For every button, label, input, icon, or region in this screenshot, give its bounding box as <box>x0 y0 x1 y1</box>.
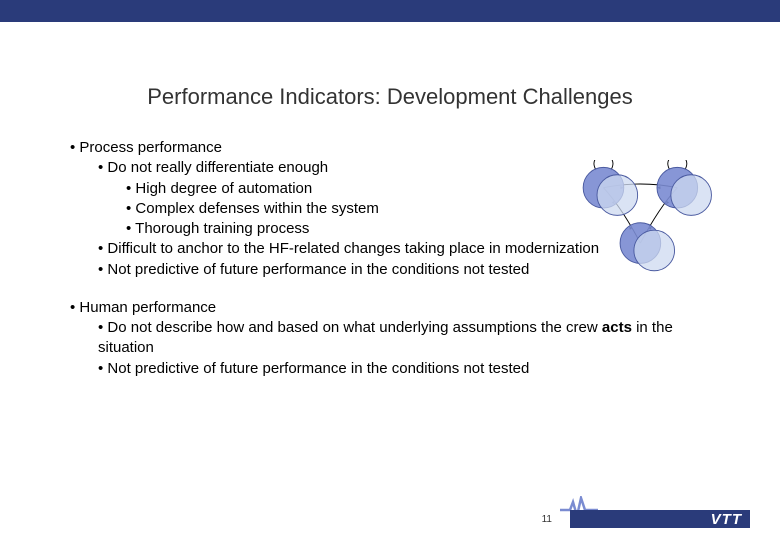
slide-title: Performance Indicators: Development Chal… <box>0 84 780 110</box>
list-item: Difficult to anchor to the HF-related ch… <box>98 239 710 259</box>
footer-bar: VTT <box>570 510 750 528</box>
list-item: Not predictive of future performance in … <box>98 359 710 379</box>
header-bar <box>0 0 780 22</box>
list-item: Not predictive of future performance in … <box>98 260 710 280</box>
list-item: Thorough training process <box>126 219 710 239</box>
list-item: Complex defenses within the system <box>126 199 710 219</box>
logo-text: VTT <box>711 511 742 528</box>
list-item-text: Do not really differentiate enough <box>107 159 328 176</box>
page-number: 11 <box>542 514 552 525</box>
section-heading-text: Process performance <box>79 139 222 156</box>
list-item-bold: acts <box>602 319 632 336</box>
list-item: Do not really differentiate enough High … <box>98 158 710 239</box>
bullet-list: Process performance Do not really differ… <box>70 138 710 280</box>
section-heading: Process performance Do not really differ… <box>70 138 710 280</box>
list-item: High degree of automation <box>126 179 710 199</box>
bullet-list: Human performance Do not describe how an… <box>70 298 710 379</box>
section-heading-text: Human performance <box>79 299 216 316</box>
footer: 11 VTT <box>542 510 750 528</box>
content-area: Process performance Do not really differ… <box>0 138 780 379</box>
list-item-text: Do not describe how and based on what un… <box>107 319 601 336</box>
section-heading: Human performance Do not describe how an… <box>70 298 710 379</box>
list-item: Do not describe how and based on what un… <box>98 318 710 359</box>
